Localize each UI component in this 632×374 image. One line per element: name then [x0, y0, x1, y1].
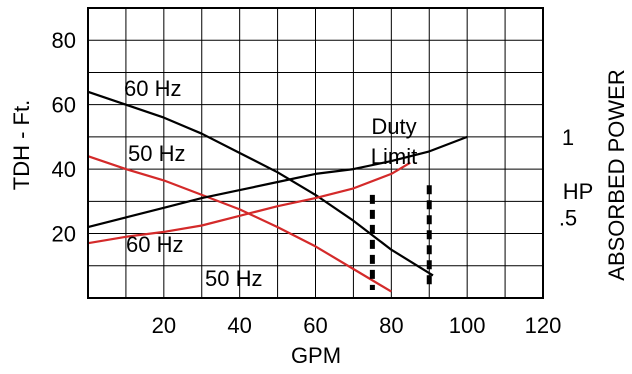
- x-tick-label: 60: [303, 313, 327, 338]
- series-label-head-60hz: 60 Hz: [124, 76, 181, 101]
- x-axis-label: GPM: [291, 343, 341, 368]
- y-tick-label: 40: [52, 157, 76, 182]
- duty-limit-label-line1: Duty: [371, 114, 416, 139]
- x-tick-label: 120: [525, 313, 562, 338]
- duty-limit-lines: [369, 185, 432, 290]
- y2-axis-label: ABSORBED POWER: [604, 69, 629, 280]
- tick-labels: 20 40 60 80 100 120 20 40 60 80 1 .5: [52, 28, 578, 338]
- y2-tick-label: .5: [559, 205, 577, 230]
- series-line-head-60hz: [87, 90, 434, 277]
- series-label-power-60hz: 60 Hz: [126, 232, 183, 257]
- y-tick-label: 20: [52, 222, 76, 247]
- series-label-power-50hz: 50 Hz: [205, 266, 262, 291]
- x-tick-label: 80: [379, 313, 403, 338]
- y2-unit-label: HP: [563, 179, 594, 204]
- x-tick-label: 100: [449, 313, 486, 338]
- y-tick-label: 80: [52, 28, 76, 53]
- y-axis-label: TDH - Ft.: [9, 100, 34, 190]
- y2-tick-label: 1: [562, 125, 574, 150]
- duty-limit-label-line2: Limit: [371, 144, 417, 169]
- series-line-power-50hz: [87, 161, 411, 245]
- series-line-power-60hz: [87, 135, 468, 229]
- y-tick-label: 60: [52, 93, 76, 118]
- series-line-head-50hz: [87, 155, 392, 293]
- grid: [88, 8, 543, 298]
- plot-frame: [87, 7, 544, 299]
- series-lines: [87, 90, 468, 293]
- series-label-head-50hz: 50 Hz: [128, 141, 185, 166]
- x-tick-label: 40: [227, 313, 251, 338]
- x-tick-label: 20: [152, 313, 176, 338]
